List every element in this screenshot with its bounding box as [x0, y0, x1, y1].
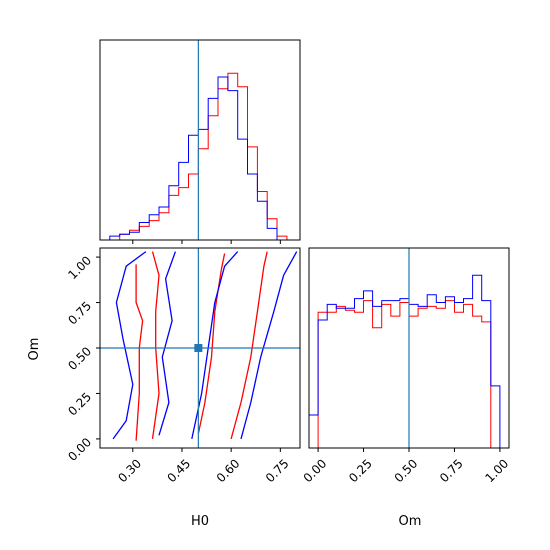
h0-histogram-panel: [99, 39, 301, 244]
contour-group: [112, 251, 298, 441]
red-contour-line: [197, 253, 226, 434]
blue-contour-line: [191, 251, 239, 440]
y-axis-label-om: Om: [27, 338, 42, 361]
x-axis-label-h0: H0: [191, 514, 209, 529]
truth-marker: [194, 344, 203, 352]
x-axis-label-om: Om: [399, 514, 422, 529]
blue-contour-line: [240, 251, 298, 440]
red-contour-line: [151, 251, 160, 439]
red-contour-line: [230, 251, 268, 440]
blue-contour-line: [112, 251, 147, 440]
red-contour-line: [135, 264, 144, 441]
panel-frame: [99, 39, 301, 241]
blue-contour-line: [158, 251, 177, 436]
